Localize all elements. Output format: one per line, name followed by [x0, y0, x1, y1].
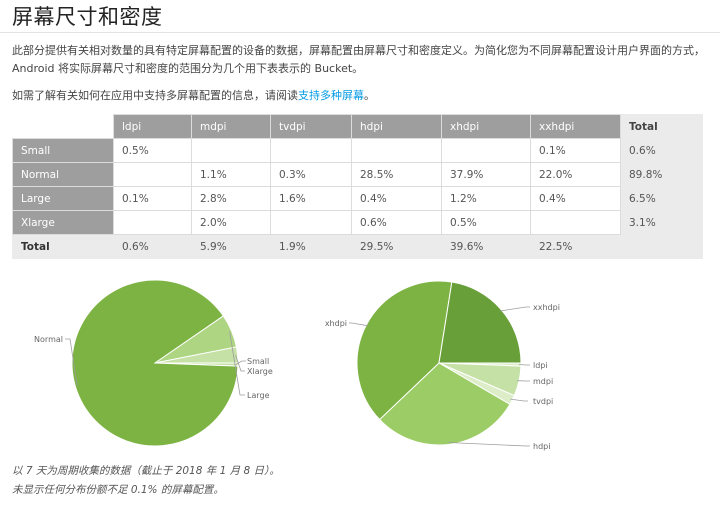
intro-paragraph: 此部分提供有关相对数量的具有特定屏幕配置的设备的数据，屏幕配置由屏幕尺寸和密度定… — [12, 44, 705, 75]
total-row-header: Total — [12, 234, 114, 259]
pie-label-large: Large — [247, 391, 270, 400]
title-divider — [0, 32, 720, 33]
total-cell: 22.5% — [530, 234, 621, 259]
pie-label-mdpi: mdpi — [533, 377, 553, 386]
support-multiple-screens-link[interactable]: 支持多种屏幕 — [298, 89, 364, 102]
pie-charts: Small Normal Large Xlarge ldpi mdpi tvdpi hdpi… — [34, 279, 560, 451]
table-cell: 1.6% — [270, 186, 352, 211]
column-header: ldpi — [113, 114, 192, 139]
table-cell: 1.2% — [441, 186, 531, 211]
column-header: hdpi — [351, 114, 442, 139]
leader-line-large — [229, 331, 245, 396]
pie-label-small: Small — [247, 357, 269, 366]
column-header: tvdpi — [270, 114, 352, 139]
table-cell — [270, 138, 352, 163]
table-cell: 28.5% — [351, 162, 442, 187]
pie-label-normal: Normal — [34, 335, 63, 344]
info-text: 如需了解有关如何在应用中支持多屏幕配置的信息，请阅读 — [12, 89, 298, 102]
table-cell: 0.1% — [530, 138, 621, 163]
leader-line-xxhdpi — [499, 306, 530, 312]
pie-label-xlarge: Xlarge — [247, 367, 273, 376]
info-suffix: 。 — [364, 89, 375, 102]
total-cell: 5.9% — [191, 234, 271, 259]
table-row: Xlarge 2.0% 0.6% 0.5% 3.1% — [12, 210, 703, 235]
total-cell-empty — [620, 234, 703, 259]
page-title: 屏幕尺寸和密度 — [12, 5, 163, 29]
column-header: xhdpi — [441, 114, 531, 139]
row-header: Small — [12, 138, 114, 163]
table-cell — [191, 138, 271, 163]
row-header: Xlarge — [12, 210, 114, 235]
table-cell: 0.4% — [530, 186, 621, 211]
table-cell — [351, 138, 442, 163]
table-cell: 0.5% — [113, 138, 192, 163]
row-total-cell: 89.8% — [620, 162, 703, 187]
screen-density-table: ldpi mdpi tvdpi hdpi xhdpi xxhdpi Total … — [12, 114, 703, 259]
leader-line-ldpi — [518, 364, 530, 366]
row-total-cell: 3.1% — [620, 210, 703, 235]
table-cell: 37.9% — [441, 162, 531, 187]
table-cell: 0.3% — [270, 162, 352, 187]
table-header-row: ldpi mdpi tvdpi hdpi xhdpi xxhdpi Total — [12, 114, 703, 139]
total-column-header: Total — [620, 114, 703, 139]
row-header: Normal — [12, 162, 114, 187]
table-cell: 1.1% — [191, 162, 271, 187]
total-cell: 39.6% — [441, 234, 531, 259]
table-cell — [530, 210, 621, 235]
screen-density-pie-chart: ldpi mdpi tvdpi hdpi xhdpi xxhdpi — [325, 280, 560, 451]
table-cell: 0.1% — [113, 186, 192, 211]
table-corner — [12, 114, 114, 139]
table-cell: 0.5% — [441, 210, 531, 235]
table-cell — [441, 138, 531, 163]
table-total-row: Total 0.6% 5.9% 1.9% 29.5% 39.6% 22.5% — [12, 234, 703, 259]
table-row: Small 0.5% 0.1% 0.6% — [12, 138, 703, 163]
column-header: xxhdpi — [530, 114, 621, 139]
pie-label-xxhdpi: xxhdpi — [533, 303, 560, 312]
table-cell: 22.0% — [530, 162, 621, 187]
pie-slice-hdpi — [378, 362, 511, 446]
footnote-line: 未显示任何分布份额不足 0.1% 的屏幕配置。 — [12, 484, 224, 496]
pie-label-ldpi: ldpi — [533, 361, 548, 370]
table-row: Large 0.1% 2.8% 1.6% 0.4% 1.2% 0.4% 6.5% — [12, 186, 703, 211]
screen-size-pie-chart: Small Normal Large Xlarge — [34, 279, 273, 447]
row-total-cell: 0.6% — [620, 138, 703, 163]
row-header: Large — [12, 186, 114, 211]
leader-line-xlarge — [235, 354, 245, 372]
row-total-cell: 6.5% — [620, 186, 703, 211]
total-cell: 29.5% — [351, 234, 442, 259]
table-cell — [113, 210, 192, 235]
leader-line-tvdpi — [510, 398, 528, 402]
pie-slice-xxhdpi — [438, 281, 522, 364]
table-cell — [113, 162, 192, 187]
leader-line-hdpi — [448, 442, 530, 447]
table-cell: 0.6% — [351, 210, 442, 235]
column-header: mdpi — [191, 114, 271, 139]
table-cell: 2.8% — [191, 186, 271, 211]
leader-line-xhdpi — [349, 322, 369, 327]
table-row: Normal 1.1% 0.3% 28.5% 37.9% 22.0% 89.8% — [12, 162, 703, 187]
info-paragraph: 如需了解有关如何在应用中支持多屏幕配置的信息，请阅读支持多种屏幕。 — [12, 87, 712, 105]
table-cell: 2.0% — [191, 210, 271, 235]
total-cell: 1.9% — [270, 234, 352, 259]
pie-slice-xhdpi — [356, 280, 453, 421]
pie-label-xhdpi: xhdpi — [325, 319, 347, 328]
pie-label-tvdpi: tvdpi — [533, 397, 553, 406]
footnote-line: 以 7 天为周期收集的数据（截止于 2018 年 1 月 8 日）。 — [12, 465, 280, 477]
total-cell: 0.6% — [113, 234, 192, 259]
footnote: 以 7 天为周期收集的数据（截止于 2018 年 1 月 8 日）。 未显示任何… — [12, 462, 280, 500]
pie-label-hdpi: hdpi — [533, 442, 550, 451]
table-cell: 0.4% — [351, 186, 442, 211]
table-cell — [270, 210, 352, 235]
leader-line-normal — [65, 338, 78, 386]
